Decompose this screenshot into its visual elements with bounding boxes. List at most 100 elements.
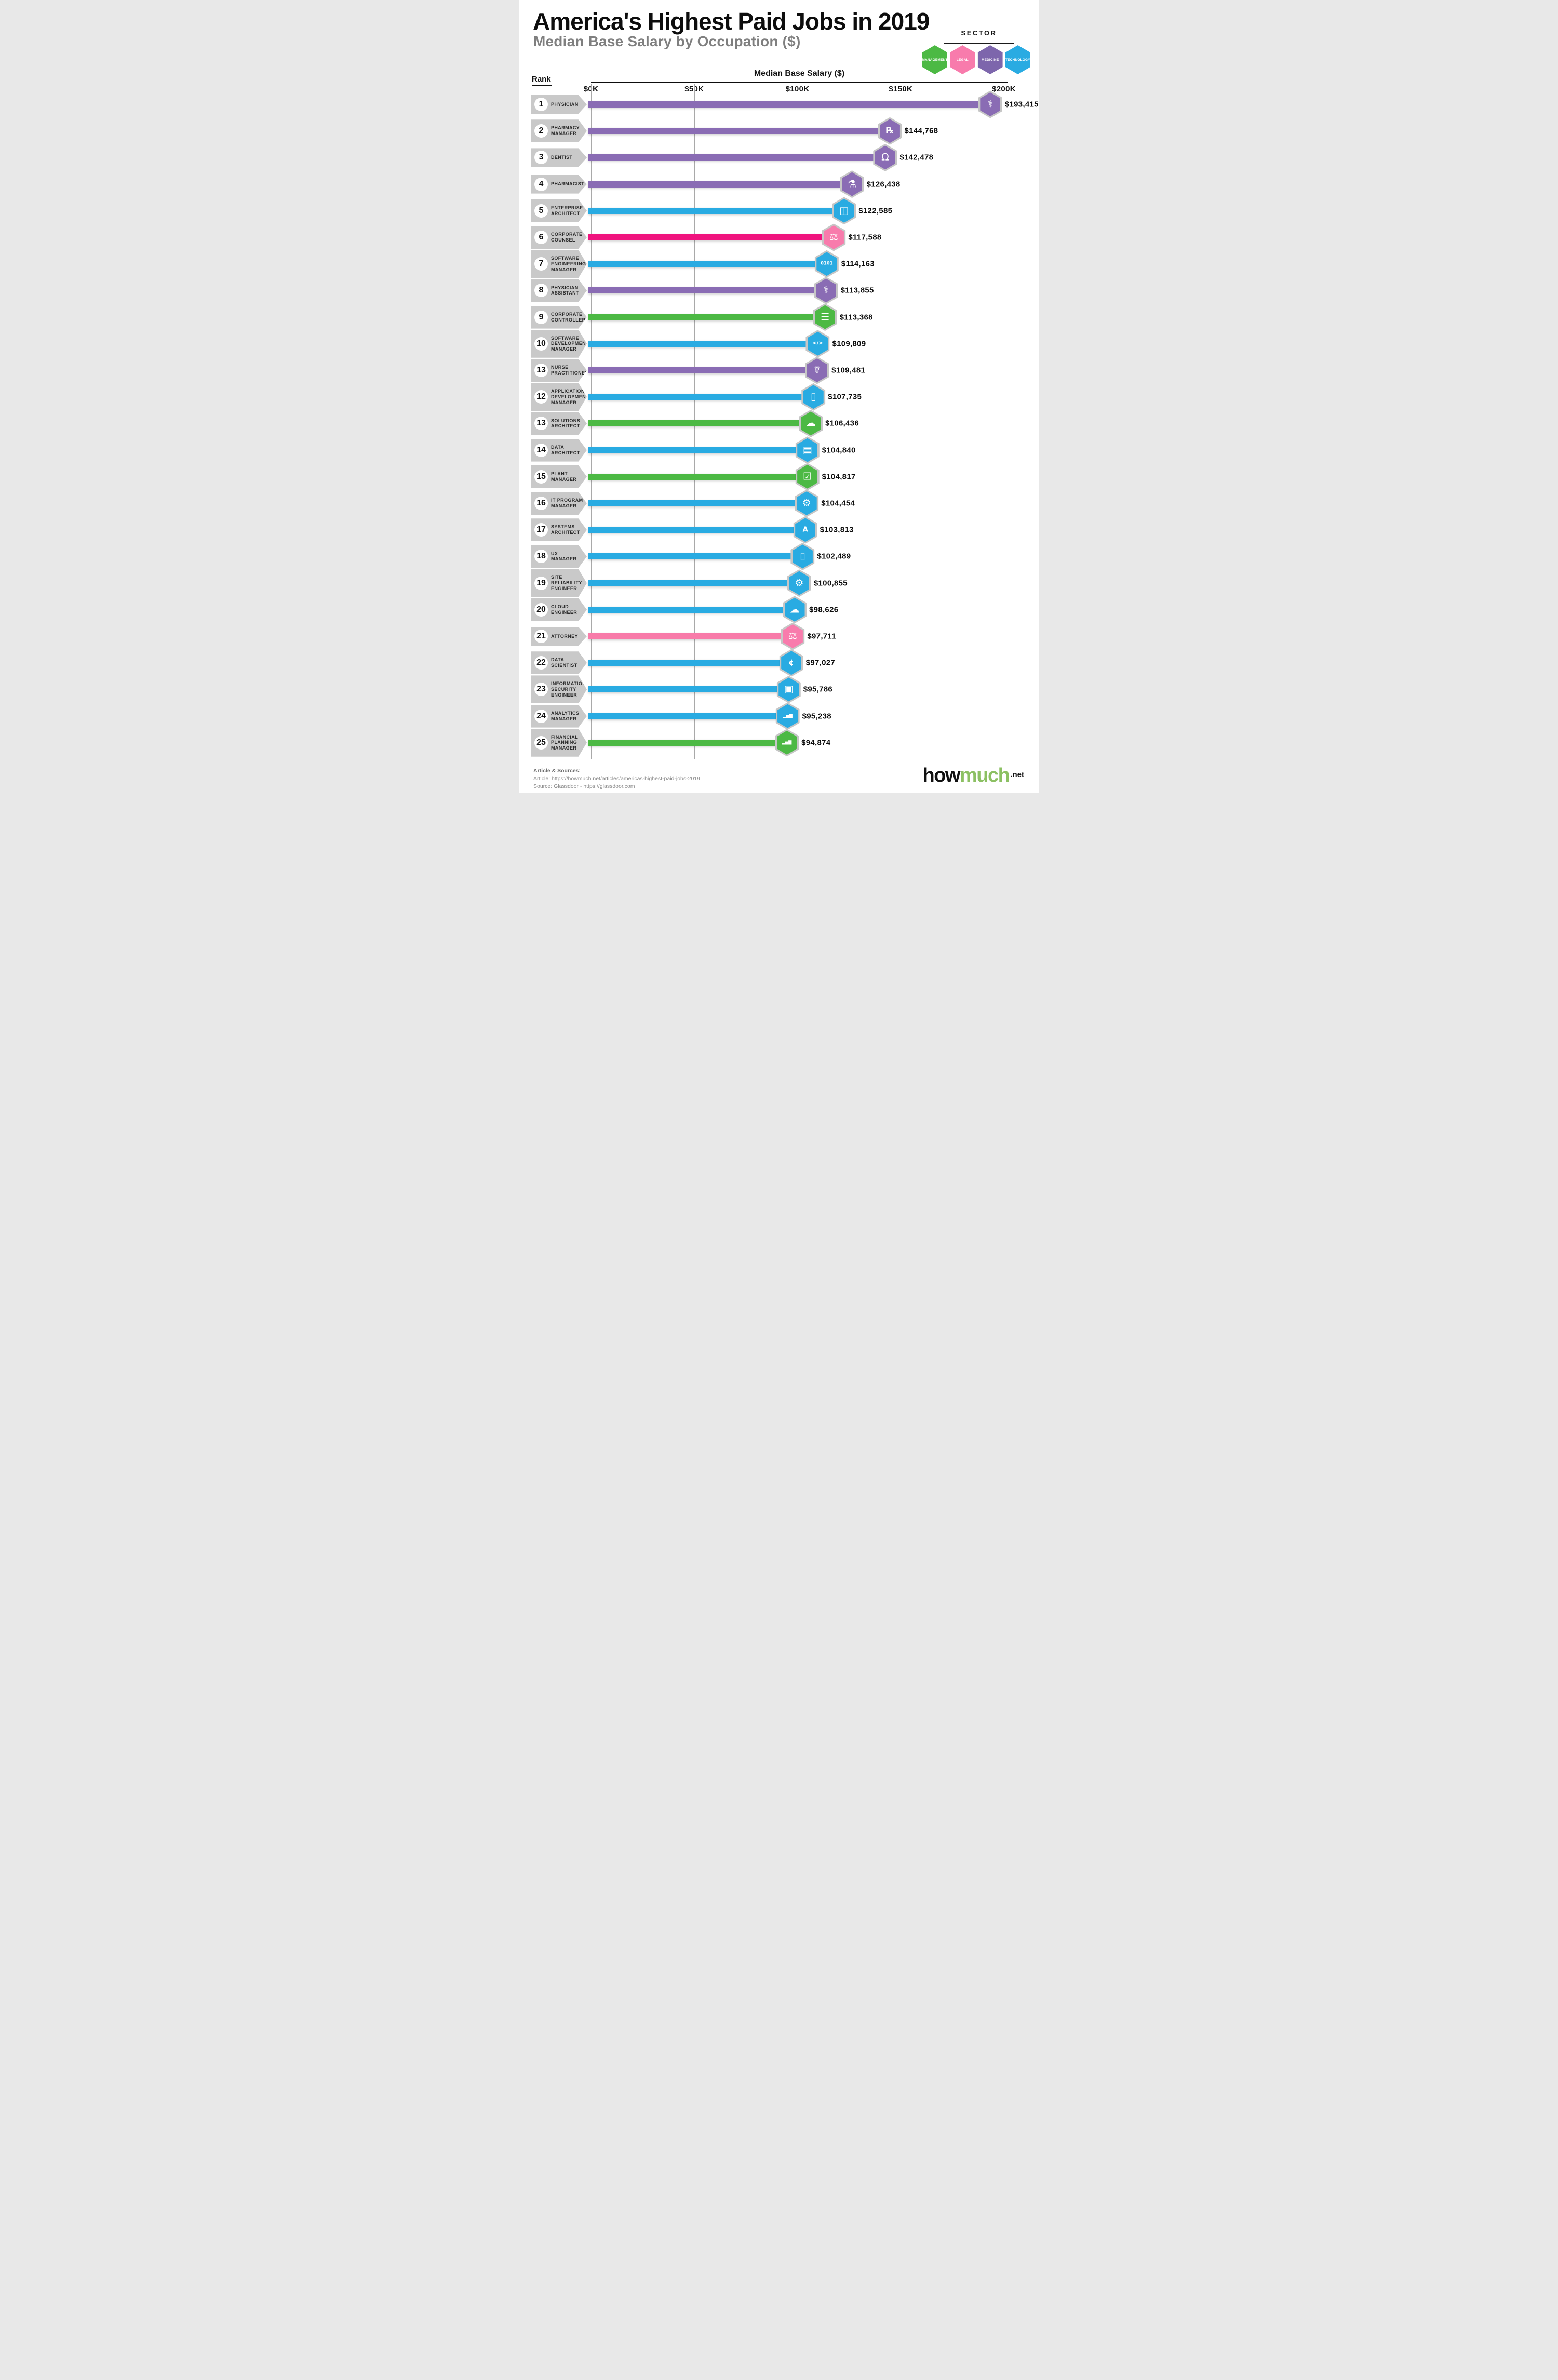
binary-code-icon: 0101 [820, 261, 833, 266]
occupation-label: ATTORNEY [551, 633, 578, 639]
sector-hexagon-fill: ⚙ [789, 571, 810, 595]
rank-number: 17 [534, 523, 548, 537]
salary-bar [588, 473, 808, 480]
sector-hexagon: ▯ [801, 383, 826, 411]
salary-bar [588, 580, 799, 586]
rank-badge: 1 PHYSICIAN [531, 95, 587, 114]
salary-value: $94,874 [801, 738, 831, 747]
sector-hexagon-fill: </> [807, 331, 828, 356]
salary-bar [588, 207, 844, 214]
rank-number: 12 [534, 390, 548, 404]
occupation-label: PHARMACY MANAGER [551, 125, 580, 137]
rank-badge: 17 SYSTEMS ARCHITECT [531, 518, 587, 542]
occupation-label: FINANCIAL PLANNING MANAGER [551, 734, 579, 751]
rank-number: 10 [534, 337, 548, 351]
rank-number: 1 [534, 98, 548, 111]
salary-value: $100,855 [813, 579, 848, 588]
occupation-label: PHYSICIAN ASSISTANT [551, 285, 579, 296]
sector-hexagon: Ω [873, 143, 897, 171]
rank-badge: 25 FINANCIAL PLANNING MANAGER [531, 728, 587, 757]
sector-hexagon-fill: ☑ [797, 464, 818, 489]
sector-hexagon: ☁ [799, 409, 823, 437]
salary-bar [588, 553, 803, 560]
legend-label: MEDICINE [981, 58, 999, 62]
caduceus-icon: ☤ [813, 364, 821, 376]
cloud-laptop-icon: ☁ [789, 604, 800, 616]
salary-value: $95,786 [803, 685, 833, 694]
tick-label: $0K [583, 85, 599, 93]
sources-heading: Article & Sources: [533, 768, 581, 774]
smartphone-gear-icon: ▯ [811, 391, 816, 403]
occupation-label: ANALYTICS MANAGER [551, 710, 580, 721]
rank-number: 25 [534, 736, 548, 750]
rank-column-header: Rank [532, 75, 551, 84]
sector-hexagon: ⚕ [814, 276, 838, 304]
sector-hexagon: 0101 [814, 250, 839, 278]
rank-badge: 9 CORPORATE CONTROLLER [531, 305, 587, 329]
salary-value: $103,813 [820, 525, 854, 534]
occupation-label: PHYSICIAN [551, 101, 579, 107]
rank-number: 22 [534, 656, 548, 670]
salary-value: $113,855 [840, 286, 874, 295]
rank-number: 13 [534, 417, 548, 431]
salary-value: $102,489 [817, 552, 851, 561]
occupation-label: PHARMACIST [551, 181, 584, 187]
sector-hexagon: ☤ [805, 356, 829, 384]
sector-hexagon: </> [805, 330, 830, 358]
rank-badge: 13 NURSE PRACTITIONER [531, 359, 587, 382]
rank-badge: 8 PHYSICIAN ASSISTANT [531, 279, 587, 302]
sector-hexagon: ℞ [878, 117, 902, 145]
gear-laptop-icon: ⚙ [802, 497, 811, 509]
phone-wireframe-icon: ▯ [800, 550, 805, 562]
salary-value: $113,368 [839, 313, 873, 322]
sector-hexagon-fill: ⚕ [980, 92, 1001, 116]
tick-label: $100K [785, 85, 810, 93]
salary-bar [588, 660, 791, 666]
sector-hexagon: ⚙ [795, 489, 819, 517]
salary-bar [588, 394, 814, 400]
salary-value: $98,626 [809, 605, 839, 614]
salary-value: $114,163 [841, 259, 875, 269]
salary-value: $97,711 [807, 632, 836, 641]
occupation-label: PLANT MANAGER [551, 471, 577, 482]
server-document-icon: ▤ [802, 444, 812, 456]
occupation-label: SITE RELIABILITY ENGINEER [551, 574, 582, 591]
sector-hexagon: ⚗ [840, 170, 864, 198]
rank-number: 24 [534, 709, 548, 723]
rank-number: 8 [534, 284, 548, 298]
sector-hexagon-fill: ⚖ [782, 624, 803, 648]
sector-hexagon-fill: ⚖ [823, 225, 844, 249]
sector-hexagon: ⚙ [787, 569, 811, 597]
rank-number: 14 [534, 443, 548, 457]
tick-label: $150K [889, 85, 913, 93]
scales-of-justice-icon: ⚖ [829, 231, 838, 243]
rank-number: 9 [534, 310, 548, 324]
sector-hexagon: ◫ [832, 197, 856, 225]
sector-hexagon: ☁ [783, 596, 807, 624]
salary-bar [588, 713, 788, 719]
rank-number: 16 [534, 497, 548, 510]
legend-label: LEGAL [956, 58, 969, 62]
rank-number: 19 [534, 576, 548, 590]
bar-chart-icon: ▂▅▇ [783, 713, 793, 718]
occupation-label: UX MANAGER [551, 551, 577, 562]
sector-hexagon-fill: ℞ [879, 119, 900, 143]
salary-value: $142,478 [899, 153, 934, 162]
salary-value: $106,436 [825, 419, 859, 428]
sector-hexagon: ⚕ [978, 90, 1002, 118]
salary-value: $117,588 [848, 233, 882, 242]
salary-bar [588, 500, 807, 506]
rank-badge: 24 ANALYTICS MANAGER [531, 704, 587, 728]
drafting-compass-icon: A [802, 526, 808, 534]
salary-bar [588, 633, 793, 639]
occupation-label: DENTIST [551, 154, 573, 160]
scales-of-justice-icon: ⚖ [788, 630, 797, 642]
sector-hexagon-fill: A [795, 518, 816, 542]
org-chart-icon: ◫ [839, 205, 849, 217]
salary-value: $109,809 [832, 339, 866, 349]
tick-label: $200K [992, 85, 1016, 93]
sector-hexagon-fill: ☤ [807, 358, 827, 382]
bar-chart-icon: ▂▅▇ [782, 740, 792, 745]
rank-badge: 2 PHARMACY MANAGER [531, 119, 587, 143]
page-title: America's Highest Paid Jobs in 2019 [533, 8, 930, 35]
